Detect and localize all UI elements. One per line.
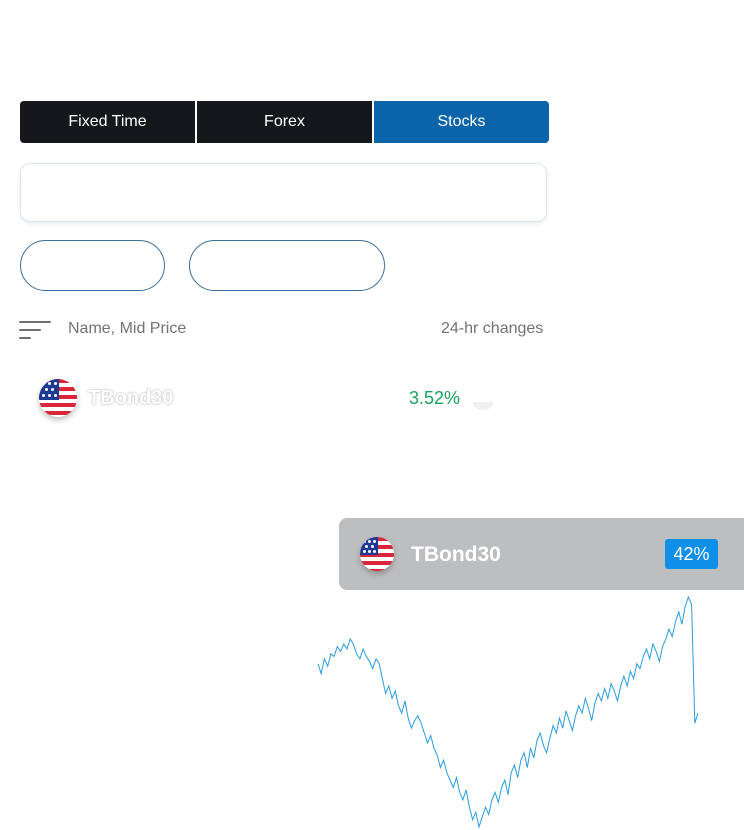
us-flag-icon (360, 537, 394, 571)
tab-fixed-time[interactable]: Fixed Time (20, 101, 195, 143)
name-column-header[interactable]: Name, Mid Price (68, 320, 187, 337)
sort-icon[interactable] (19, 320, 51, 340)
tab-forex[interactable]: Forex (197, 101, 372, 143)
filter-pill-2[interactable] (189, 240, 385, 291)
filter-pill-1[interactable] (20, 240, 165, 291)
payout-badge: 42% (665, 539, 718, 569)
search-input[interactable] (20, 163, 547, 222)
price-series-line (317, 595, 699, 829)
list-item[interactable]: TBond30 3.52% (0, 372, 560, 422)
change-value: 3.52% (409, 388, 461, 408)
card-instrument-name: TBond30 (411, 543, 501, 566)
market-tabs: Fixed Time Forex Stocks (20, 101, 549, 143)
change-column-header[interactable]: 24-hr changes (441, 320, 544, 337)
dragged-instrument-card[interactable]: TBond30 42% (339, 518, 744, 590)
tab-stocks[interactable]: Stocks (374, 101, 549, 143)
price-chart (317, 595, 699, 829)
instrument-name: TBond30 (88, 387, 174, 409)
favorite-toggle[interactable] (473, 402, 493, 410)
us-flag-icon (39, 379, 77, 417)
